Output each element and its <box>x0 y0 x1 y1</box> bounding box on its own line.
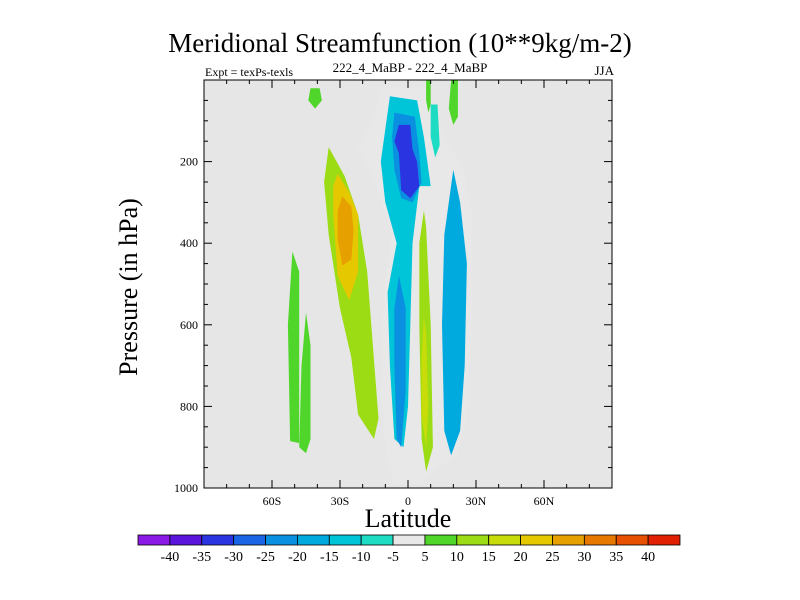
contour-negative-core-lower <box>394 275 406 448</box>
y-tick-label: 600 <box>180 318 198 332</box>
colorbar-label: -20 <box>288 550 307 565</box>
contour-far-south-positive-right <box>299 312 311 454</box>
colorbar-swatch <box>328 534 362 546</box>
colorbar-swatch <box>233 534 266 546</box>
y-axis-label: Pressure (in hPa) <box>114 198 143 376</box>
colorbar-label: 30 <box>577 550 591 565</box>
colorbar-swatch <box>297 534 330 546</box>
y-tick-label: 200 <box>180 155 198 169</box>
contour-nh-positive-top-a <box>426 80 431 113</box>
colorbar-swatch <box>424 534 458 546</box>
x-tick-label: 60S <box>263 494 282 508</box>
contour-negative-upper-core <box>394 124 420 199</box>
colorbar-label: 5 <box>421 550 428 565</box>
colorbar-label: -5 <box>387 550 399 565</box>
x-tick-label: 30N <box>466 494 487 508</box>
colorbar-label: -10 <box>352 550 371 565</box>
colorbar-swatch <box>552 534 585 546</box>
x-axis-label: Latitude <box>365 504 452 533</box>
colorbar-swatch <box>392 534 426 546</box>
season-label: JJA <box>594 63 614 78</box>
colorbar-label: -40 <box>161 550 180 565</box>
colorbar-swatch <box>615 534 649 546</box>
chart-title: Meridional Streamfunction (10**9kg/m-2) <box>168 28 632 58</box>
colorbar-label: 40 <box>641 550 655 565</box>
contour-nh-positive-top-b <box>448 80 458 125</box>
colorbar-swatch <box>456 534 490 546</box>
y-tick-label: 1000 <box>174 481 198 495</box>
y-tick-label: 400 <box>180 236 198 250</box>
y-tick-label: 800 <box>180 399 198 413</box>
contour-nh-negative-column <box>442 169 467 456</box>
contour-far-south-positive-left <box>287 251 300 444</box>
colorbar-label: 10 <box>450 550 464 565</box>
colorbar-swatch <box>488 534 521 546</box>
colorbar-label: -15 <box>320 550 339 565</box>
x-tick-label: 60N <box>534 494 555 508</box>
colorbar-swatch <box>647 534 681 546</box>
colorbar-swatch <box>360 534 394 546</box>
colorbar-label: -30 <box>224 550 243 565</box>
contour-nh-negative-top <box>430 104 440 158</box>
colorbar-label: -25 <box>256 550 275 565</box>
colorbar-label: 35 <box>609 550 623 565</box>
colorbar-swatch <box>201 534 235 546</box>
x-tick-label: 30S <box>331 494 350 508</box>
contour-south-polar-blob <box>308 88 322 109</box>
colorbar-swatch <box>520 534 553 546</box>
x-tick-label: 0 <box>405 494 411 508</box>
colorbar-label: -35 <box>192 550 211 565</box>
experiment-label: Expt = texPs-texls <box>205 65 294 79</box>
colorbar-label: 15 <box>482 550 496 565</box>
colorbar-swatch <box>137 534 171 546</box>
chart-subtitle: 222_4_MaBP - 222_4_MaBP <box>332 60 488 75</box>
colorbar-label: 20 <box>514 550 528 565</box>
contour-southern-positive-max <box>337 196 354 266</box>
colorbar-label: 25 <box>545 550 559 565</box>
contour-equatorial-positive-core <box>421 316 429 448</box>
colorbar-swatch <box>583 534 617 546</box>
colorbar-swatch <box>265 534 298 546</box>
colorbar-swatch <box>169 534 203 546</box>
